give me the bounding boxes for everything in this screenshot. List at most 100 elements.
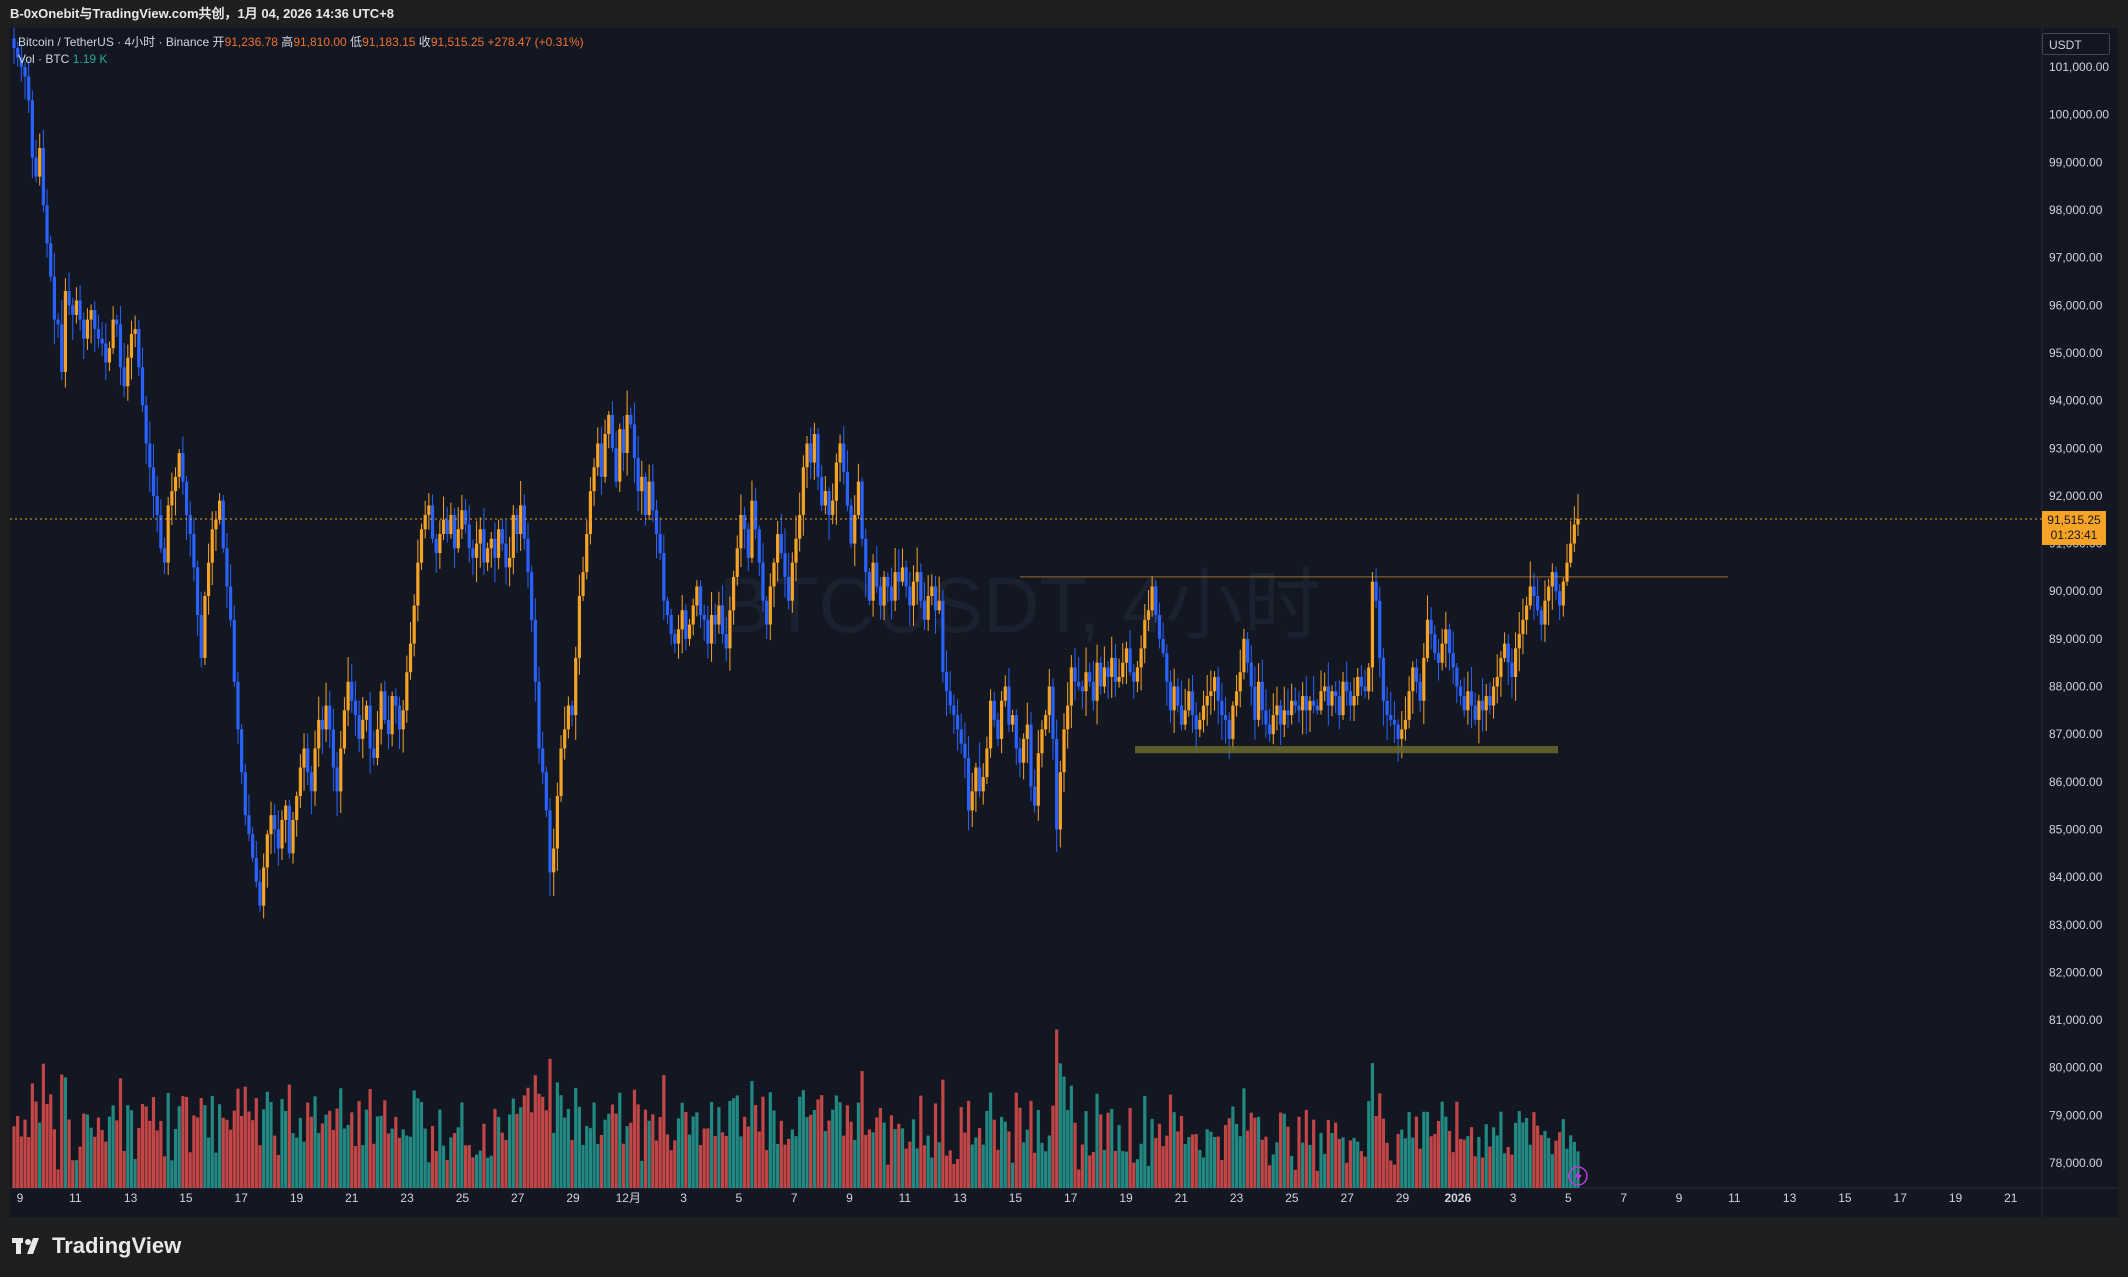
volume-bar xyxy=(1488,1146,1492,1188)
volume-bar xyxy=(1139,1143,1143,1188)
volume-bar xyxy=(1532,1112,1536,1188)
volume-bar xyxy=(860,1071,864,1188)
volume-bar xyxy=(1234,1123,1239,1188)
candle-body xyxy=(831,500,835,515)
volume-bar xyxy=(397,1137,402,1188)
volume-bar xyxy=(328,1110,332,1188)
volume-bar xyxy=(508,1114,512,1188)
candle-body xyxy=(1539,610,1543,625)
volume-bar xyxy=(687,1134,692,1188)
volume-bar xyxy=(988,1092,993,1188)
volume-bar xyxy=(798,1096,802,1188)
volume-bar xyxy=(1572,1141,1576,1188)
candle-body xyxy=(449,514,453,535)
volume-bar xyxy=(1451,1152,1455,1188)
volume-bar xyxy=(930,1157,934,1188)
candle-body xyxy=(276,829,280,849)
candle-body xyxy=(933,586,938,611)
candle-body xyxy=(1466,691,1470,711)
volume-bar xyxy=(537,1093,541,1188)
candle-body xyxy=(963,743,967,758)
volume-bar xyxy=(900,1128,905,1188)
candlestick-chart[interactable]: BTCUSDT, 4小时 78,000.00 79,000.00 80,000.00 8… xyxy=(10,28,2118,1217)
volume-bar xyxy=(981,1144,985,1188)
candle-body xyxy=(566,705,570,730)
candle-body xyxy=(1117,676,1121,682)
volume-bar xyxy=(122,1150,126,1188)
candle-body xyxy=(1572,524,1576,544)
volume-bar xyxy=(1565,1148,1569,1188)
chart-watermark: BTCUSDT, 4小时 xyxy=(719,561,1321,649)
volume-bar xyxy=(1271,1154,1275,1188)
time-tick-label: 7 xyxy=(791,1191,798,1205)
candle-body xyxy=(438,534,442,554)
price-unit-button[interactable]: USDT xyxy=(2042,33,2110,55)
candle-body xyxy=(474,543,479,558)
tradingview-logo[interactable]: TradingView xyxy=(12,1232,181,1260)
candle-body xyxy=(1095,662,1099,701)
volume-label[interactable]: Vol · BTC xyxy=(18,52,70,66)
volume-bar xyxy=(717,1107,721,1188)
volume-bar xyxy=(541,1096,545,1188)
candle-body xyxy=(482,529,486,563)
volume-bar xyxy=(1249,1112,1253,1188)
volume-bar xyxy=(1146,1165,1151,1188)
open-value: 91,236.78 xyxy=(224,35,278,49)
volume-bar xyxy=(948,1150,952,1188)
volume-bar xyxy=(908,1141,912,1188)
candle-body xyxy=(162,548,167,563)
volume-bar xyxy=(482,1123,486,1188)
price-tick-label: 81,000.00 xyxy=(2049,1013,2103,1027)
volume-bar xyxy=(140,1104,145,1188)
volume-bar xyxy=(654,1140,659,1188)
volume-bar xyxy=(320,1123,324,1188)
candle-body xyxy=(754,500,758,530)
candle-body xyxy=(1220,700,1224,716)
candle-body xyxy=(776,534,780,563)
volume-bar xyxy=(827,1120,831,1188)
candle-body xyxy=(1231,705,1235,739)
candle-body xyxy=(522,505,526,539)
candle-body xyxy=(247,815,251,835)
volume-bar xyxy=(1168,1094,1173,1188)
candle-body xyxy=(974,767,978,792)
volume-bar xyxy=(886,1164,890,1188)
chart-legend: Bitcoin / TetherUS · 4小时 · Binance 开91,2… xyxy=(18,34,584,68)
volume-bar xyxy=(456,1127,460,1188)
candle-body xyxy=(702,615,706,620)
candle-body xyxy=(89,310,93,320)
volume-bar xyxy=(592,1102,596,1188)
candle-body xyxy=(368,705,372,749)
volume-bar xyxy=(985,1110,989,1188)
volume-bar xyxy=(720,1132,725,1188)
volume-bar xyxy=(364,1109,369,1188)
volume-bar xyxy=(1484,1124,1488,1188)
candle-body xyxy=(643,476,648,515)
volume-bar xyxy=(955,1159,960,1188)
price-tick-label: 100,000.00 xyxy=(2049,108,2109,122)
candle-body xyxy=(243,772,247,816)
volume-bar xyxy=(977,1127,982,1188)
volume-bar xyxy=(941,1079,945,1188)
volume-bar xyxy=(1242,1088,1246,1188)
symbol-label[interactable]: Bitcoin / TetherUS · 4小时 · Binance xyxy=(18,35,210,49)
candle-body xyxy=(122,367,126,387)
volume-bar xyxy=(188,1152,192,1188)
candle-body xyxy=(1062,729,1066,773)
candle-body xyxy=(1488,696,1492,706)
time-tick-label: 23 xyxy=(400,1191,414,1205)
volume-bar xyxy=(1194,1134,1198,1188)
candle-body xyxy=(1201,705,1206,720)
candle-body xyxy=(1150,586,1154,611)
volume-bar xyxy=(889,1115,894,1188)
candle-body xyxy=(1264,710,1268,725)
volume-bar xyxy=(184,1096,189,1188)
volume-bar xyxy=(324,1114,328,1188)
volume-bar xyxy=(221,1117,225,1188)
volume-bar xyxy=(544,1110,548,1188)
volume-bar xyxy=(787,1138,791,1188)
chart-area[interactable]: BTCUSDT, 4小时 78,000.00 79,000.00 80,000.00 8… xyxy=(10,28,2118,1217)
candle-body xyxy=(353,700,358,716)
volume-bar xyxy=(317,1132,321,1188)
candle-body xyxy=(71,305,75,315)
